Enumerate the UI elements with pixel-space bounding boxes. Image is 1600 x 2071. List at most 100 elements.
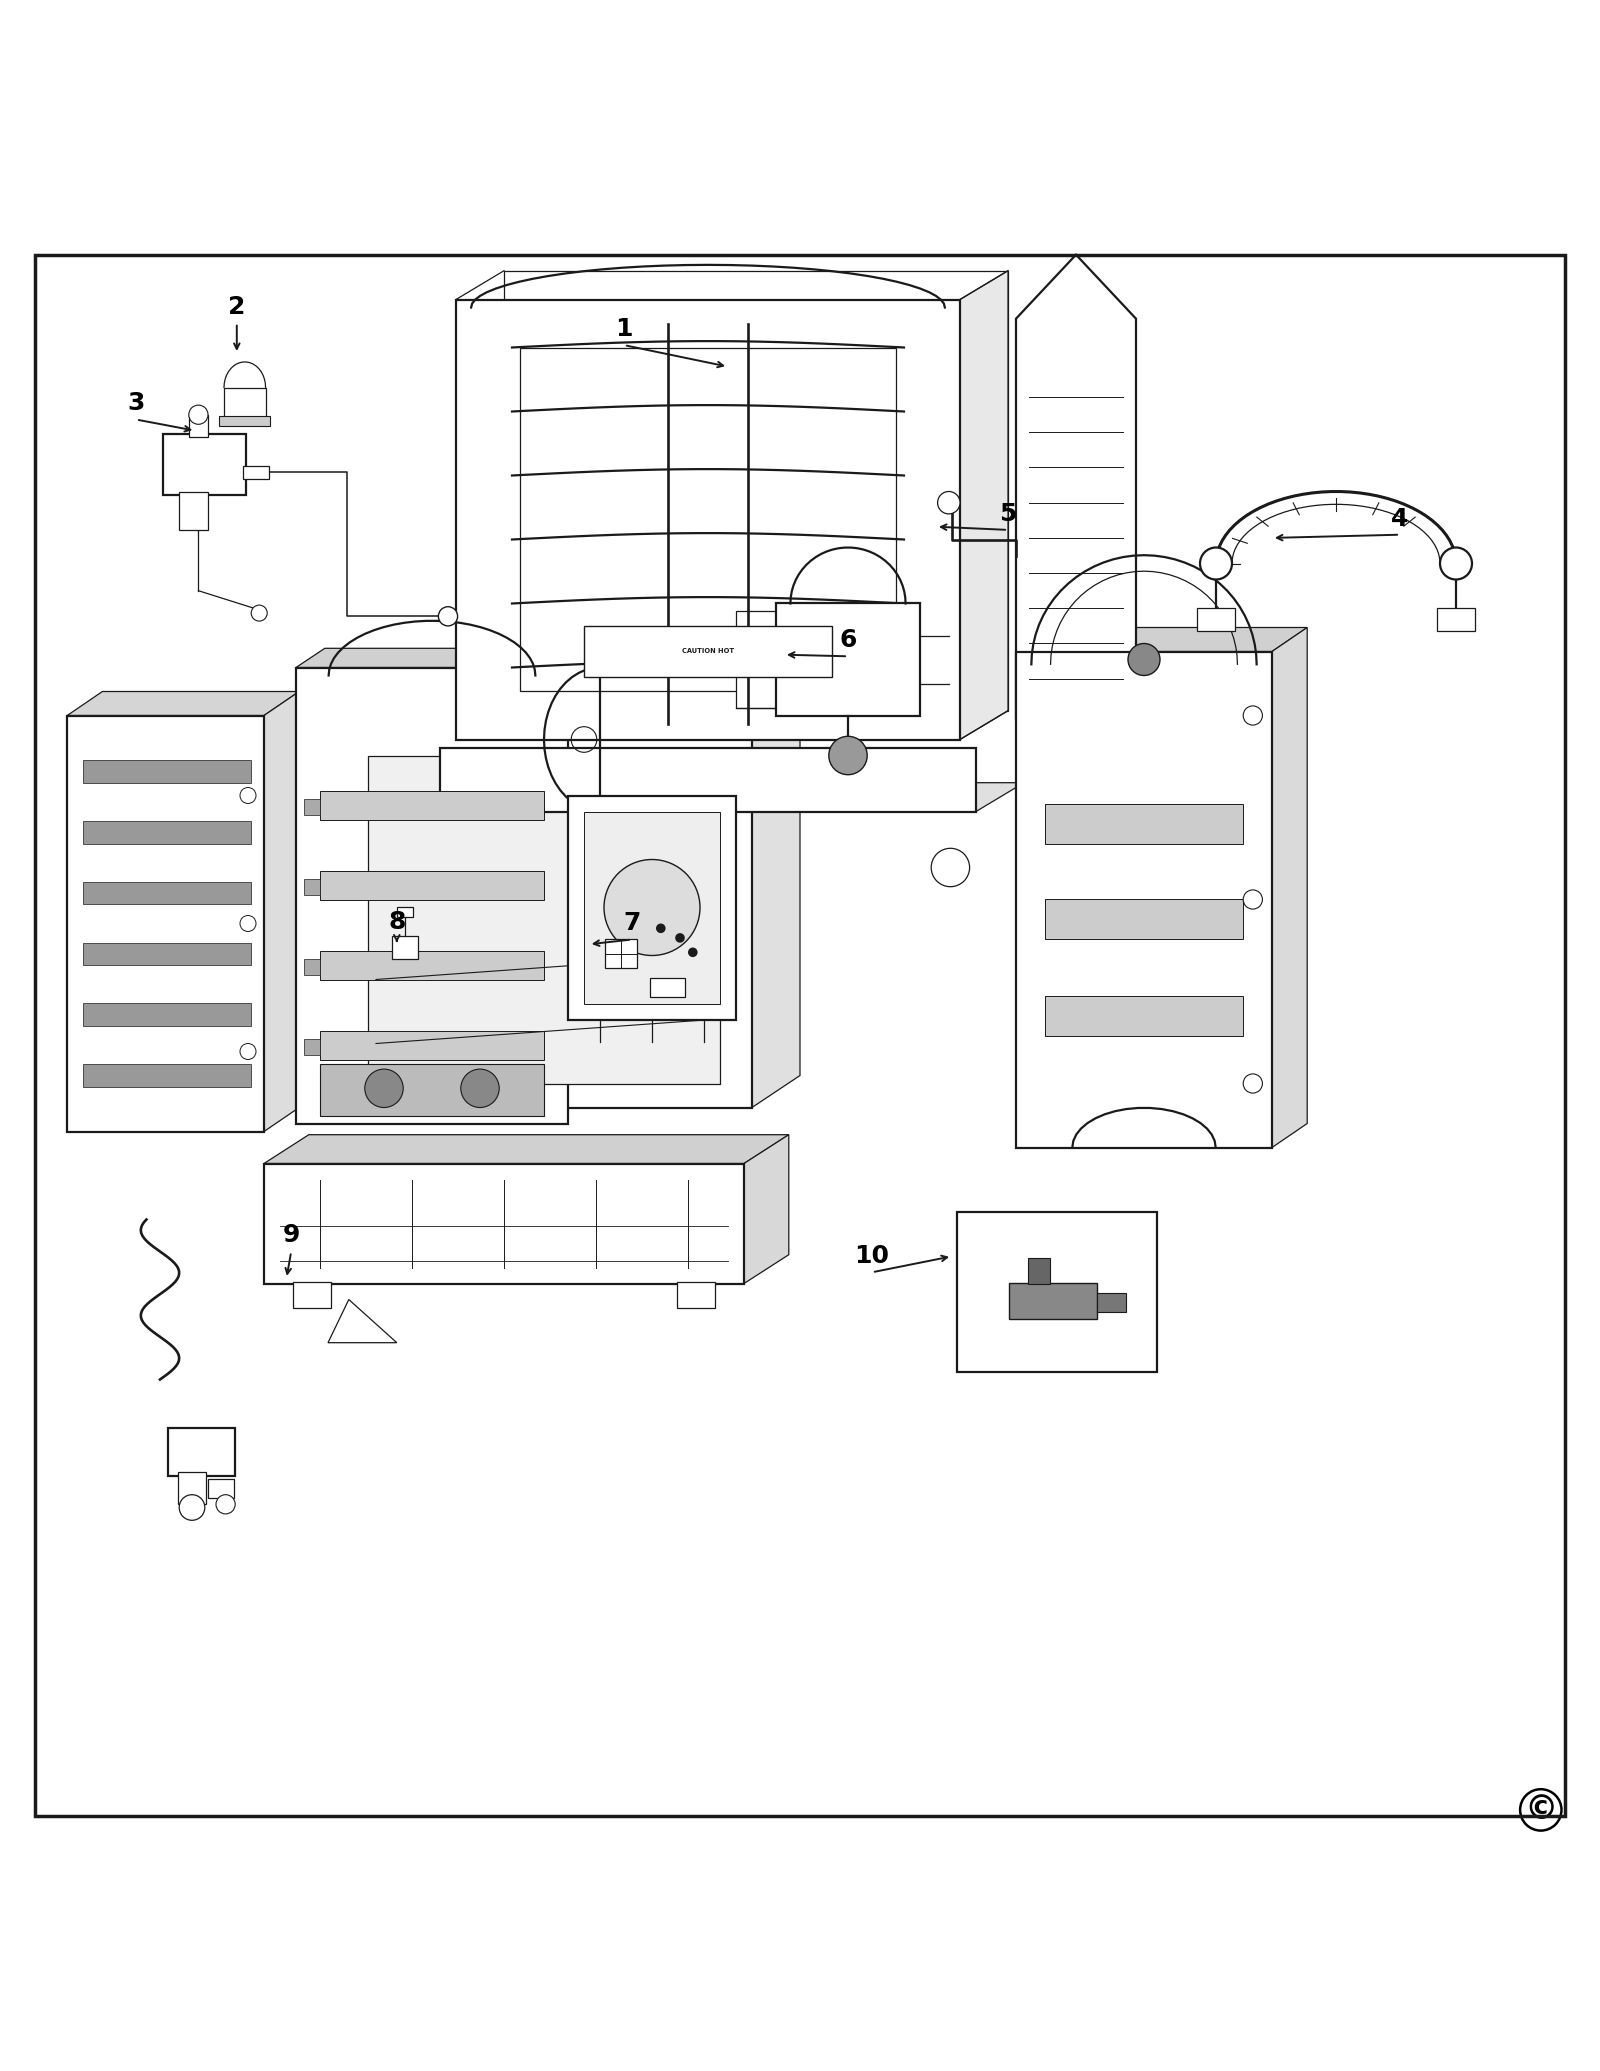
Text: 4: 4 [1392,507,1408,530]
Bar [605,940,637,969]
Polygon shape [264,1135,789,1164]
Bar [83,1064,251,1087]
Circle shape [240,1044,256,1060]
Text: 5: 5 [1000,501,1016,526]
Bar [1197,609,1235,632]
Circle shape [605,859,701,955]
Polygon shape [1016,628,1307,652]
Polygon shape [336,700,800,731]
Polygon shape [67,714,264,1131]
Bar [957,1212,1157,1371]
Bar [163,435,246,495]
Bar [392,936,418,959]
Polygon shape [67,692,299,714]
Polygon shape [368,756,720,1083]
Polygon shape [1016,652,1272,1147]
Text: ©: © [1525,1793,1557,1827]
Circle shape [675,934,685,942]
Bar [1008,1284,1098,1319]
Circle shape [438,607,458,625]
Bar [584,625,832,677]
Bar [304,878,320,895]
Circle shape [1200,547,1232,580]
Bar [1098,1292,1125,1313]
Bar [584,812,720,1004]
Bar [219,416,270,427]
Circle shape [251,605,267,621]
Polygon shape [1016,255,1136,719]
Circle shape [216,1495,235,1514]
Polygon shape [296,667,568,1122]
Bar [224,387,266,422]
Bar [293,1282,331,1307]
Polygon shape [960,271,1008,739]
Bar [320,1064,544,1116]
Polygon shape [1272,628,1307,1147]
Text: 9: 9 [283,1224,299,1247]
Circle shape [938,491,960,514]
Text: CAUTION HOT: CAUTION HOT [682,648,734,654]
Bar [178,1472,206,1504]
Bar [83,760,251,783]
Text: 6: 6 [840,628,856,652]
Bar [736,611,784,708]
Bar [189,414,208,437]
Bar [83,882,251,905]
Bar [304,1040,320,1054]
Polygon shape [504,271,1008,710]
Circle shape [1243,891,1262,909]
Polygon shape [328,1299,397,1342]
Polygon shape [336,731,752,1108]
Bar [83,820,251,843]
Polygon shape [264,1164,744,1284]
Bar [208,1479,234,1497]
Bar [677,1282,715,1307]
Bar [1027,1257,1051,1284]
Bar [243,466,269,478]
Bar [1437,609,1475,632]
Bar [320,1031,544,1060]
Text: 8: 8 [389,909,405,934]
Polygon shape [440,783,1024,812]
Polygon shape [568,795,736,1019]
Bar [179,491,208,530]
Bar [1045,804,1243,843]
Bar [320,870,544,899]
Circle shape [365,1069,403,1108]
Circle shape [461,1069,499,1108]
Circle shape [688,949,698,957]
Polygon shape [744,1135,789,1284]
Circle shape [1243,1075,1262,1093]
Text: 2: 2 [229,294,245,319]
Text: 10: 10 [854,1245,890,1267]
Bar [83,1004,251,1025]
Circle shape [1243,706,1262,725]
Text: 1: 1 [616,317,632,342]
Bar [1045,996,1243,1036]
Circle shape [189,406,208,425]
Bar [320,791,544,820]
Circle shape [656,924,666,934]
Polygon shape [440,748,976,812]
Bar [304,799,320,814]
Circle shape [240,915,256,932]
Circle shape [1128,644,1160,675]
Polygon shape [752,700,800,1108]
Polygon shape [264,692,299,1131]
Bar [397,907,413,917]
Polygon shape [456,300,960,739]
Circle shape [240,787,256,804]
Text: 3: 3 [128,391,144,416]
Circle shape [829,737,867,775]
Circle shape [179,1495,205,1520]
Text: 7: 7 [624,911,640,936]
Circle shape [1440,547,1472,580]
Bar [304,959,320,975]
Bar [1045,899,1243,940]
Bar [83,942,251,965]
Bar [776,603,920,714]
Bar [168,1427,235,1475]
Bar [650,978,685,996]
Polygon shape [296,648,597,667]
Bar [320,951,544,980]
